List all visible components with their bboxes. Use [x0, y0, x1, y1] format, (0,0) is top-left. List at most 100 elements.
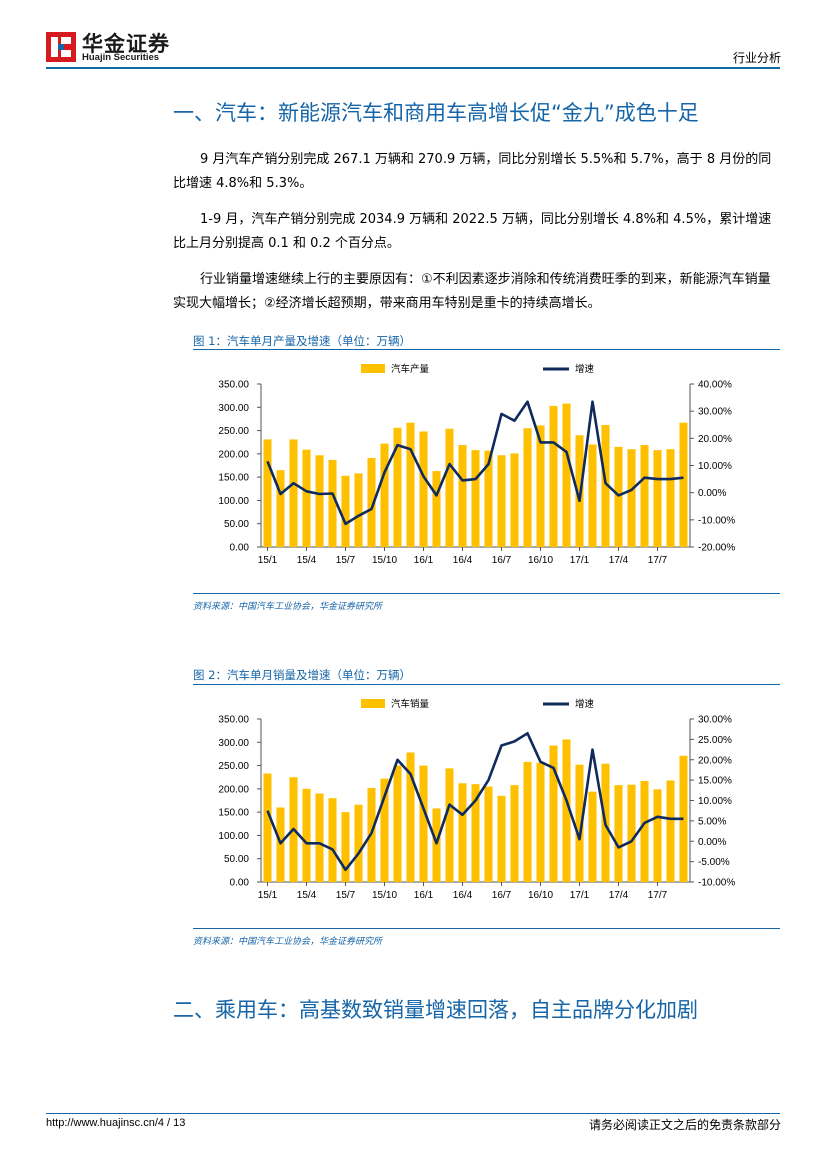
- sales-chart-y-left-tick: 250.00: [218, 761, 249, 772]
- sales-chart-x-tick: 16/7: [492, 890, 512, 901]
- sales-chart-bar-16-12: [562, 739, 571, 882]
- production-chart-growth-line: [266, 400, 684, 526]
- production-chart-bar-15-8: [354, 473, 363, 547]
- sales-chart-bar-16-11: [549, 745, 558, 882]
- sales-chart-y-left-tick: 50.00: [224, 854, 249, 865]
- sales-chart-x-tick: 17/4: [609, 890, 629, 901]
- sales-chart-bar-15-2: [276, 807, 285, 882]
- production-chart-bar-15-7: [341, 475, 350, 547]
- production-chart-y-left-tick: 150.00: [218, 473, 249, 484]
- production-chart-x-tick: 17/7: [648, 555, 668, 566]
- production-chart-y-right-tick: 20.00%: [698, 434, 732, 445]
- production-chart-bar-17-7: [653, 450, 662, 547]
- production-chart-bar-16-5: [471, 450, 480, 547]
- sales-chart-bar-17-2: [588, 791, 597, 882]
- production-chart-y-left-tick: 350.00: [218, 380, 249, 391]
- sales-chart-growth-line: [266, 731, 684, 872]
- production-chart-bar-16-11: [549, 405, 558, 547]
- sales-chart-bar-17-4: [614, 785, 623, 882]
- sales-chart-bar-15-7: [341, 812, 350, 882]
- sales-chart-y-right-tick: 30.00%: [698, 715, 732, 726]
- production-chart-x-tick: 17/4: [609, 555, 629, 566]
- sales-chart-bar-15-5: [315, 793, 324, 882]
- production-chart-y-left-tick: 300.00: [218, 403, 249, 414]
- sales-chart-y-left-tick: 200.00: [218, 784, 249, 795]
- sales-chart-y-right-tick: 25.00%: [698, 735, 732, 746]
- figure-1-source: 资料来源：中国汽车工业协会，华金证券研究所: [193, 602, 383, 612]
- production-chart-x-tick: 16/10: [528, 555, 553, 566]
- production-chart-x-tick: 15/4: [297, 555, 317, 566]
- sales-chart-y-right-tick: 20.00%: [698, 755, 732, 766]
- sales-chart-x-tick: 16/10: [528, 890, 553, 901]
- figure-2-source: 资料来源：中国汽车工业协会，华金证券研究所: [193, 937, 383, 947]
- sales-chart-x-tick: 15/10: [372, 890, 397, 901]
- sales-chart-bar-16-10: [536, 762, 545, 882]
- sales-chart-x-tick: 16/1: [414, 890, 434, 901]
- production-chart-bar-17-2: [588, 444, 597, 547]
- production-chart-bar-15-10: [380, 443, 389, 547]
- sales-chart-bar-16-3: [445, 768, 454, 882]
- footer-divider: [46, 1113, 780, 1114]
- sales-chart-x-tick: 16/4: [453, 890, 473, 901]
- sales-chart-legend-bar-label: 汽车销量: [391, 698, 430, 710]
- production-chart-bar-17-3: [601, 424, 610, 547]
- section-heading-auto: 一、汽车：新能源汽车和商用车高增长促“金九”成色十足: [173, 101, 699, 125]
- production-chart-bar-16-3: [445, 428, 454, 547]
- sales-chart-bar-15-6: [328, 798, 337, 882]
- sales-chart-bar-16-8: [510, 785, 519, 882]
- production-chart-x-tick: 15/10: [372, 555, 397, 566]
- sales-chart-y-left-tick: 100.00: [218, 831, 249, 842]
- sales-chart-y-left-tick: 0.00: [230, 878, 250, 889]
- production-chart-bar-16-6: [484, 450, 493, 547]
- section-heading-passenger-car: 二、乘用车：高基数致销量增速回落，自主品牌分化加剧: [173, 998, 698, 1022]
- production-chart-bar-17-4: [614, 446, 623, 547]
- production-chart-x-tick: 16/7: [492, 555, 512, 566]
- production-chart-bar-16-10: [536, 425, 545, 547]
- production-chart-x-tick: 16/4: [453, 555, 473, 566]
- figure-2-title: 图 2：汽车单月销量及增速（单位：万辆）: [193, 668, 411, 682]
- production-chart-bar-17-9: [679, 422, 688, 547]
- figure-2-bottom-rule: [193, 928, 780, 929]
- paragraph-1: 9 月汽车产销分别完成 267.1 万辆和 270.9 万辆，同比分别增长 5.…: [173, 152, 772, 191]
- logo-english-name: Huajin Securities: [82, 52, 160, 63]
- production-chart-y-left-tick: 100.00: [218, 496, 249, 507]
- production-chart-legend-line-label: 增速: [575, 363, 595, 375]
- sales-chart-x-tick: 15/1: [258, 890, 278, 901]
- production-chart-bar-17-5: [627, 449, 636, 547]
- sales-chart-y-right-tick: 5.00%: [698, 816, 726, 827]
- sales-chart-y-left-tick: 350.00: [218, 715, 249, 726]
- huajin-logo-icon: [46, 32, 76, 62]
- sales-chart-bar-15-1: [263, 773, 272, 882]
- sales-chart-bar-16-1: [419, 765, 428, 882]
- production-chart: 汽车产量 增速 350.00 300.00 250.00 200.00 150.00 100.…: [218, 363, 735, 566]
- footer-url-page[interactable]: http://www.huajinsc.cn/4 / 13: [46, 1117, 186, 1129]
- production-chart-y-right-tick: 30.00%: [698, 407, 732, 418]
- sales-chart-y-left-tick: 150.00: [218, 808, 249, 819]
- sales-chart-bar-16-2: [432, 808, 441, 882]
- production-chart-x-tick: 16/1: [414, 555, 434, 566]
- sales-chart-bar-17-1: [575, 764, 584, 882]
- production-chart-bar-16-9: [523, 428, 532, 547]
- sales-chart-y-right-tick: -5.00%: [698, 857, 730, 868]
- logo-chinese-name: 华金证券: [82, 32, 170, 56]
- production-chart-x-tick: 17/1: [570, 555, 590, 566]
- production-chart-bar-16-1: [419, 431, 428, 547]
- sales-chart-bar-15-4: [302, 788, 311, 882]
- sales-chart-bar-17-6: [640, 780, 649, 882]
- sales-chart-bar-17-8: [666, 780, 675, 882]
- sales-chart-x-tick: 15/4: [297, 890, 317, 901]
- sales-chart-bar-17-7: [653, 789, 662, 882]
- production-chart-bar-16-4: [458, 445, 467, 547]
- sales-chart-y-right-tick: 15.00%: [698, 776, 732, 787]
- sales-chart-bar-15-11: [393, 765, 402, 882]
- production-chart-bar-15-6: [328, 459, 337, 547]
- document-type: 行业分析: [732, 51, 781, 65]
- paragraph-3: 行业销量增速继续上行的主要原因有：①不利因素逐步消除和传统消费旺季的到来，新能源…: [173, 272, 771, 311]
- production-chart-y-left-tick: 0.00: [230, 543, 250, 554]
- sales-chart-bar-16-5: [471, 784, 480, 882]
- production-chart-bar-16-7: [497, 455, 506, 547]
- sales-chart-bar-16-4: [458, 783, 467, 882]
- sales-chart-y-right-tick: 0.00%: [698, 837, 726, 848]
- production-chart-x-tick: 15/7: [336, 555, 356, 566]
- production-chart-legend-bar-label: 汽车产量: [391, 363, 430, 375]
